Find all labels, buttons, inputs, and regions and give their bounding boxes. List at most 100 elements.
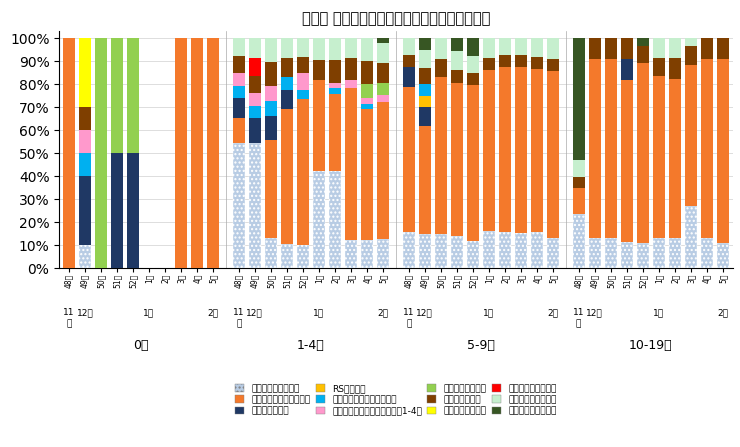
- Bar: [589, 38, 601, 59]
- Bar: [419, 107, 431, 126]
- Bar: [377, 38, 389, 43]
- Bar: [653, 238, 665, 268]
- Bar: [435, 38, 447, 59]
- Bar: [233, 86, 245, 98]
- Bar: [483, 231, 495, 268]
- Bar: [467, 73, 479, 85]
- Text: 1月: 1月: [144, 308, 155, 317]
- Bar: [233, 143, 245, 268]
- Bar: [419, 50, 431, 68]
- Bar: [281, 77, 293, 89]
- Bar: [605, 59, 616, 237]
- Bar: [573, 160, 585, 177]
- Bar: [515, 232, 527, 268]
- Bar: [621, 80, 633, 242]
- Bar: [547, 237, 559, 268]
- Bar: [361, 98, 373, 104]
- Bar: [249, 118, 260, 143]
- Bar: [403, 55, 414, 67]
- Bar: [265, 238, 277, 268]
- Bar: [361, 240, 373, 268]
- Bar: [79, 245, 91, 268]
- Bar: [233, 118, 245, 143]
- Bar: [653, 76, 665, 238]
- Bar: [265, 86, 277, 101]
- Bar: [233, 38, 245, 56]
- Bar: [377, 95, 389, 102]
- Bar: [329, 38, 341, 60]
- Text: 5-9歳: 5-9歳: [467, 339, 495, 352]
- Bar: [701, 38, 713, 59]
- Bar: [701, 237, 713, 268]
- Bar: [249, 105, 260, 118]
- Bar: [233, 98, 245, 118]
- Bar: [717, 38, 729, 59]
- Bar: [451, 70, 462, 83]
- Bar: [435, 77, 447, 234]
- Bar: [419, 126, 431, 234]
- Bar: [669, 79, 681, 238]
- Bar: [499, 67, 511, 232]
- Bar: [621, 242, 633, 268]
- Bar: [265, 62, 277, 86]
- Bar: [377, 239, 389, 268]
- Bar: [483, 38, 495, 58]
- Bar: [297, 245, 309, 268]
- Bar: [653, 58, 665, 76]
- Bar: [605, 38, 616, 59]
- Bar: [127, 38, 139, 153]
- Bar: [329, 60, 341, 83]
- Bar: [435, 234, 447, 268]
- Bar: [233, 73, 245, 86]
- Bar: [467, 85, 479, 241]
- Bar: [233, 56, 245, 73]
- Text: 12月: 12月: [76, 308, 93, 317]
- Bar: [329, 93, 341, 171]
- Text: 2月: 2月: [718, 308, 728, 317]
- Bar: [175, 38, 187, 268]
- Bar: [669, 38, 681, 59]
- Bar: [297, 90, 309, 99]
- Bar: [419, 96, 431, 107]
- Text: 12月: 12月: [246, 308, 263, 317]
- Title: 年齢別 病原体検出割合の推移（不検出を除く）: 年齢別 病原体検出割合の推移（不検出を除く）: [302, 11, 490, 26]
- Bar: [573, 38, 585, 160]
- Bar: [531, 38, 543, 57]
- Bar: [717, 59, 729, 243]
- Bar: [467, 241, 479, 268]
- Bar: [435, 59, 447, 77]
- Bar: [589, 59, 601, 237]
- Bar: [419, 84, 431, 96]
- Text: 1月: 1月: [483, 308, 494, 317]
- Bar: [605, 237, 616, 268]
- Bar: [79, 153, 91, 176]
- Bar: [589, 237, 601, 268]
- Bar: [573, 188, 585, 214]
- Bar: [281, 89, 293, 109]
- Bar: [701, 59, 713, 237]
- Bar: [637, 38, 649, 46]
- Bar: [717, 243, 729, 268]
- Bar: [265, 116, 277, 140]
- Bar: [249, 93, 260, 105]
- Bar: [451, 51, 462, 70]
- Bar: [281, 58, 293, 77]
- Bar: [377, 102, 389, 239]
- Bar: [249, 38, 260, 58]
- Bar: [265, 140, 277, 238]
- Bar: [403, 67, 414, 87]
- Bar: [531, 57, 543, 69]
- Bar: [265, 101, 277, 116]
- Bar: [79, 107, 91, 130]
- Bar: [191, 38, 203, 268]
- Bar: [547, 72, 559, 237]
- Bar: [345, 38, 357, 58]
- Bar: [419, 38, 431, 50]
- Bar: [573, 214, 585, 268]
- Text: 1月: 1月: [313, 308, 325, 317]
- Bar: [345, 240, 357, 268]
- Bar: [361, 38, 373, 61]
- Bar: [653, 38, 665, 58]
- Bar: [297, 57, 309, 73]
- Bar: [249, 58, 260, 76]
